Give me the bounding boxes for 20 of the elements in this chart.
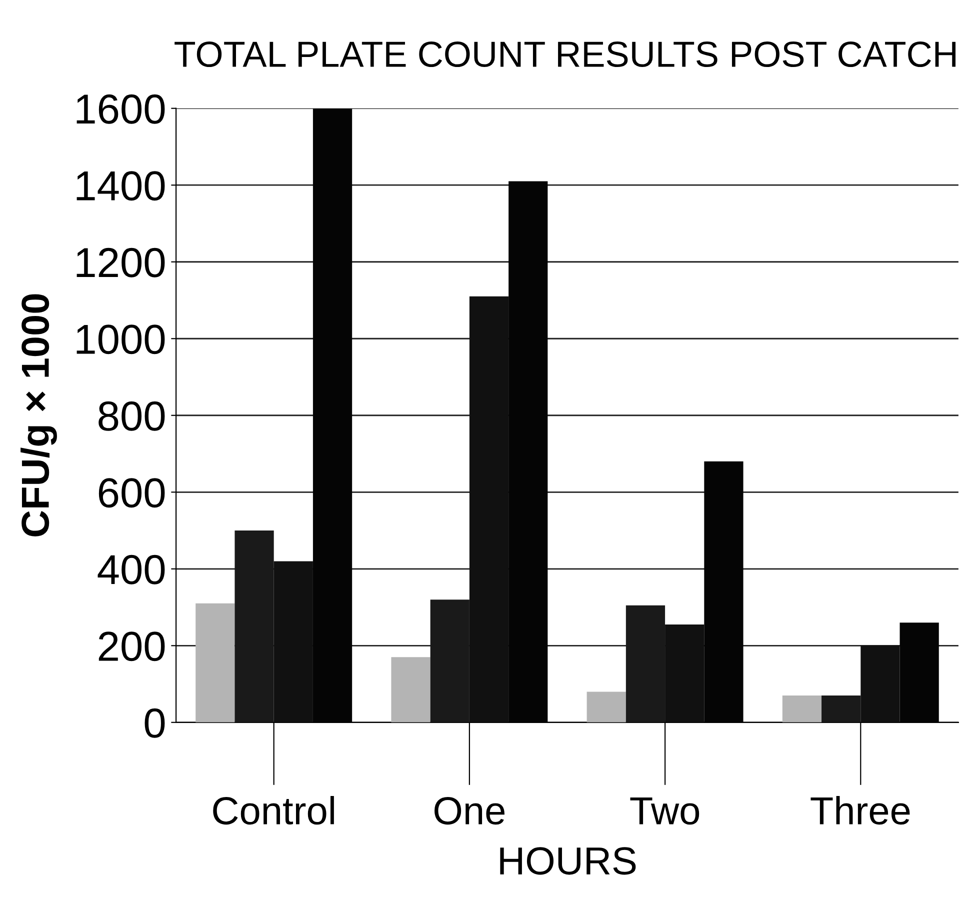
y-tick-label: 1000: [76, 324, 165, 354]
x-tick-label: One: [434, 797, 504, 825]
y-tick-label: 200: [98, 632, 165, 662]
y-tick-label: 800: [98, 401, 165, 431]
bar: [196, 603, 235, 722]
y-tick-label: 0: [144, 708, 165, 738]
bar: [586, 692, 626, 722]
x-axis-title: HOURS: [500, 847, 636, 875]
chart-title: TOTAL PLATE COUNT RESULTS POST CATCH: [174, 41, 956, 68]
y-tick-label: 400: [98, 554, 165, 584]
y-tick-label: 600: [98, 478, 165, 508]
y-tick-label: 1200: [76, 248, 165, 278]
y-tick-label: 1600: [76, 94, 165, 124]
x-tick-label: Two: [630, 797, 700, 825]
bar: [782, 696, 822, 722]
bar: [391, 657, 430, 722]
y-axis-title: CFU/g × 1000: [20, 294, 57, 536]
x-tick-label: Control: [213, 796, 334, 825]
y-tick-label: 1400: [76, 171, 165, 201]
x-tick-label: Three: [810, 796, 910, 825]
